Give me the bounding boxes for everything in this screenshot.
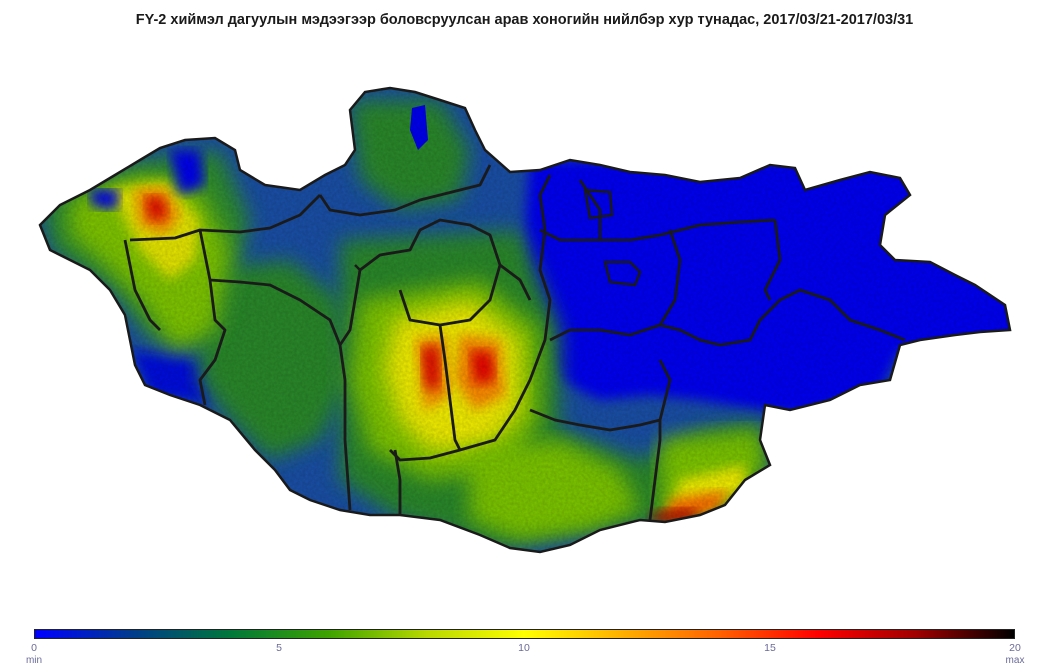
colorbar [34, 629, 1015, 639]
map-title: FY-2 хиймэл дагуулын мэдээгээр боловсруу… [135, 12, 914, 28]
colorbar-min-label: min [25, 655, 43, 666]
colorbar-tick: 10 [518, 642, 530, 654]
colorbar-tick: 0 [31, 642, 37, 654]
province-borders [123, 164, 906, 521]
colorbar-max-label: max [1005, 655, 1025, 666]
district-borders [354, 188, 642, 287]
colorbar-tick: 15 [764, 642, 776, 654]
colorbar-tick: 20 [1009, 642, 1021, 654]
colorbar-tick: 5 [276, 642, 282, 654]
